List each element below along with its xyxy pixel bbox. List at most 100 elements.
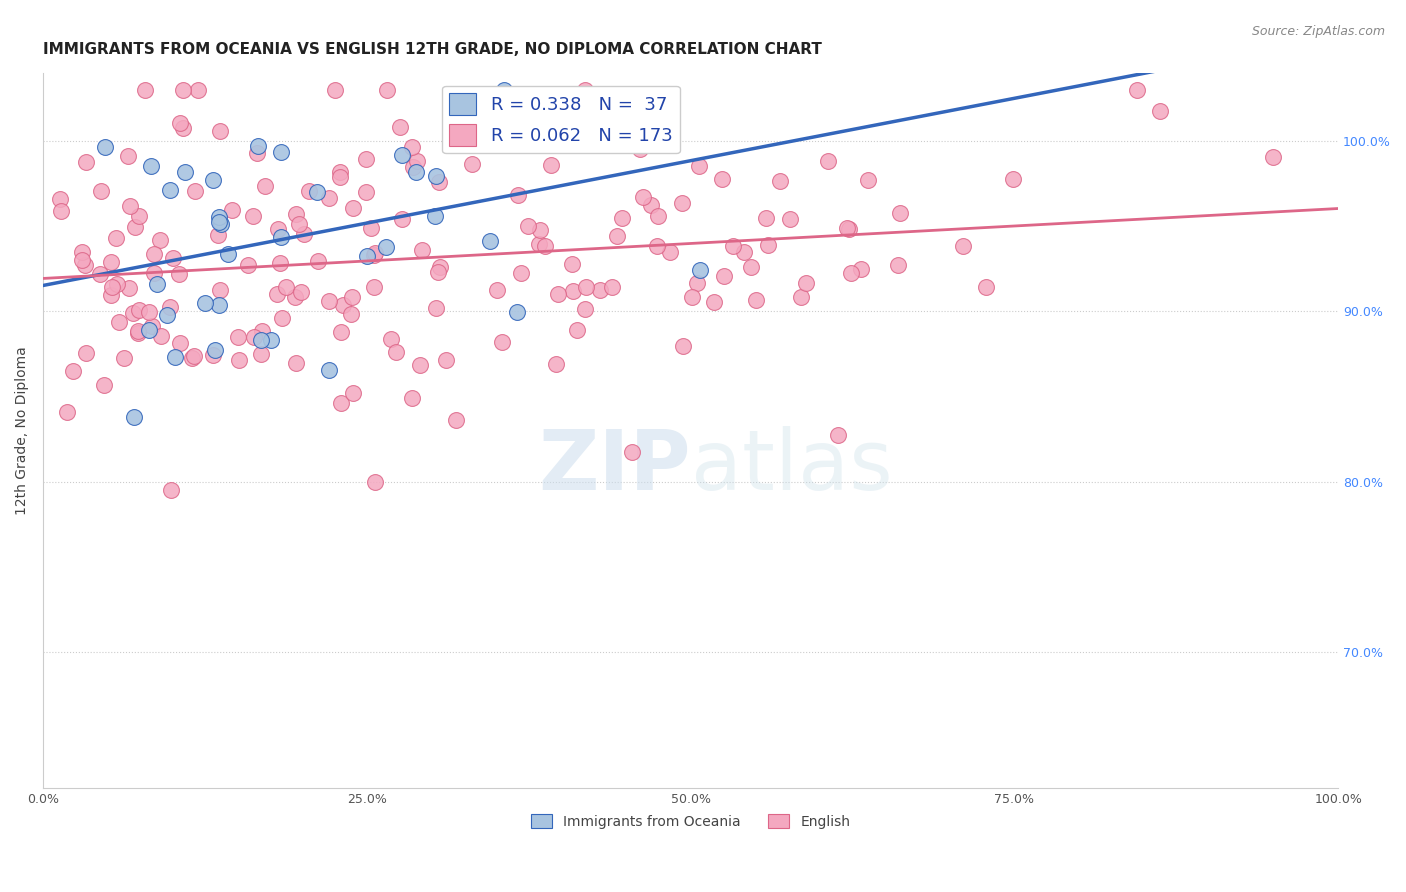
Point xyxy=(380,332,402,346)
Point xyxy=(486,283,509,297)
Point xyxy=(226,330,249,344)
Point xyxy=(755,211,778,226)
Text: atlas: atlas xyxy=(690,425,893,507)
Point xyxy=(208,298,231,312)
Point xyxy=(574,302,596,317)
Point xyxy=(1263,150,1285,164)
Point xyxy=(100,288,122,302)
Point xyxy=(427,175,450,189)
Point xyxy=(270,230,292,244)
Point xyxy=(117,149,139,163)
Point xyxy=(520,128,543,143)
Point xyxy=(851,262,873,277)
Point xyxy=(540,159,562,173)
Point xyxy=(266,286,288,301)
Point xyxy=(93,377,115,392)
Point xyxy=(292,227,315,241)
Point xyxy=(184,185,207,199)
Point xyxy=(75,259,97,273)
Point xyxy=(246,146,269,161)
Point xyxy=(159,183,181,197)
Point xyxy=(527,236,550,251)
Point xyxy=(723,238,745,252)
Point xyxy=(250,324,273,338)
Point xyxy=(134,83,156,97)
Point xyxy=(561,257,583,271)
Point xyxy=(323,83,346,97)
Point xyxy=(756,238,779,252)
Point xyxy=(202,173,225,187)
Point xyxy=(401,140,423,154)
Point xyxy=(688,160,710,174)
Point xyxy=(162,251,184,265)
Point xyxy=(640,198,662,212)
Point xyxy=(713,268,735,283)
Point xyxy=(385,344,408,359)
Point xyxy=(118,281,141,295)
Point xyxy=(425,169,447,183)
Point xyxy=(269,256,291,270)
Point xyxy=(681,289,703,303)
Point xyxy=(364,246,387,260)
Point xyxy=(284,207,307,221)
Point xyxy=(181,351,204,366)
Point xyxy=(169,268,191,282)
Point xyxy=(529,223,551,237)
Point xyxy=(794,276,817,290)
Point xyxy=(228,353,250,368)
Point xyxy=(236,258,259,272)
Point xyxy=(1149,104,1171,119)
Point xyxy=(149,328,172,343)
Point xyxy=(621,445,644,459)
Point xyxy=(332,298,354,312)
Point xyxy=(628,142,651,156)
Point xyxy=(94,139,117,153)
Point xyxy=(575,279,598,293)
Point xyxy=(671,196,693,211)
Point xyxy=(633,190,655,204)
Point xyxy=(270,145,292,160)
Point xyxy=(202,347,225,361)
Point xyxy=(118,199,141,213)
Point xyxy=(156,308,179,322)
Point xyxy=(217,246,239,260)
Point xyxy=(364,475,387,489)
Point xyxy=(610,211,633,225)
Point xyxy=(105,277,128,291)
Legend: Immigrants from Oceania, English: Immigrants from Oceania, English xyxy=(526,808,856,835)
Point xyxy=(70,252,93,267)
Point xyxy=(342,386,364,401)
Point xyxy=(285,356,308,370)
Y-axis label: 12th Grade, No Diploma: 12th Grade, No Diploma xyxy=(15,346,30,515)
Point xyxy=(243,330,266,344)
Point xyxy=(461,157,484,171)
Point xyxy=(159,483,181,498)
Point xyxy=(250,347,273,361)
Point xyxy=(354,186,377,200)
Point xyxy=(246,138,269,153)
Point xyxy=(284,290,307,304)
Text: IMMIGRANTS FROM OCEANIA VS ENGLISH 12TH GRADE, NO DIPLOMA CORRELATION CHART: IMMIGRANTS FROM OCEANIA VS ENGLISH 12TH … xyxy=(44,42,821,57)
Point xyxy=(779,212,801,227)
Point xyxy=(401,391,423,405)
Point xyxy=(290,285,312,299)
Point xyxy=(427,265,450,279)
Point xyxy=(703,294,725,309)
Point xyxy=(169,336,191,351)
Point xyxy=(127,324,149,338)
Point xyxy=(835,221,858,235)
Point xyxy=(187,83,209,97)
Point xyxy=(565,323,588,337)
Point xyxy=(838,222,860,236)
Point xyxy=(267,221,290,235)
Point xyxy=(146,277,169,292)
Point xyxy=(209,124,232,138)
Point xyxy=(329,170,352,185)
Point xyxy=(574,83,596,97)
Point xyxy=(478,235,501,249)
Point xyxy=(547,287,569,301)
Point xyxy=(858,173,880,187)
Point xyxy=(491,334,513,349)
Point xyxy=(329,165,352,179)
Point xyxy=(391,148,413,162)
